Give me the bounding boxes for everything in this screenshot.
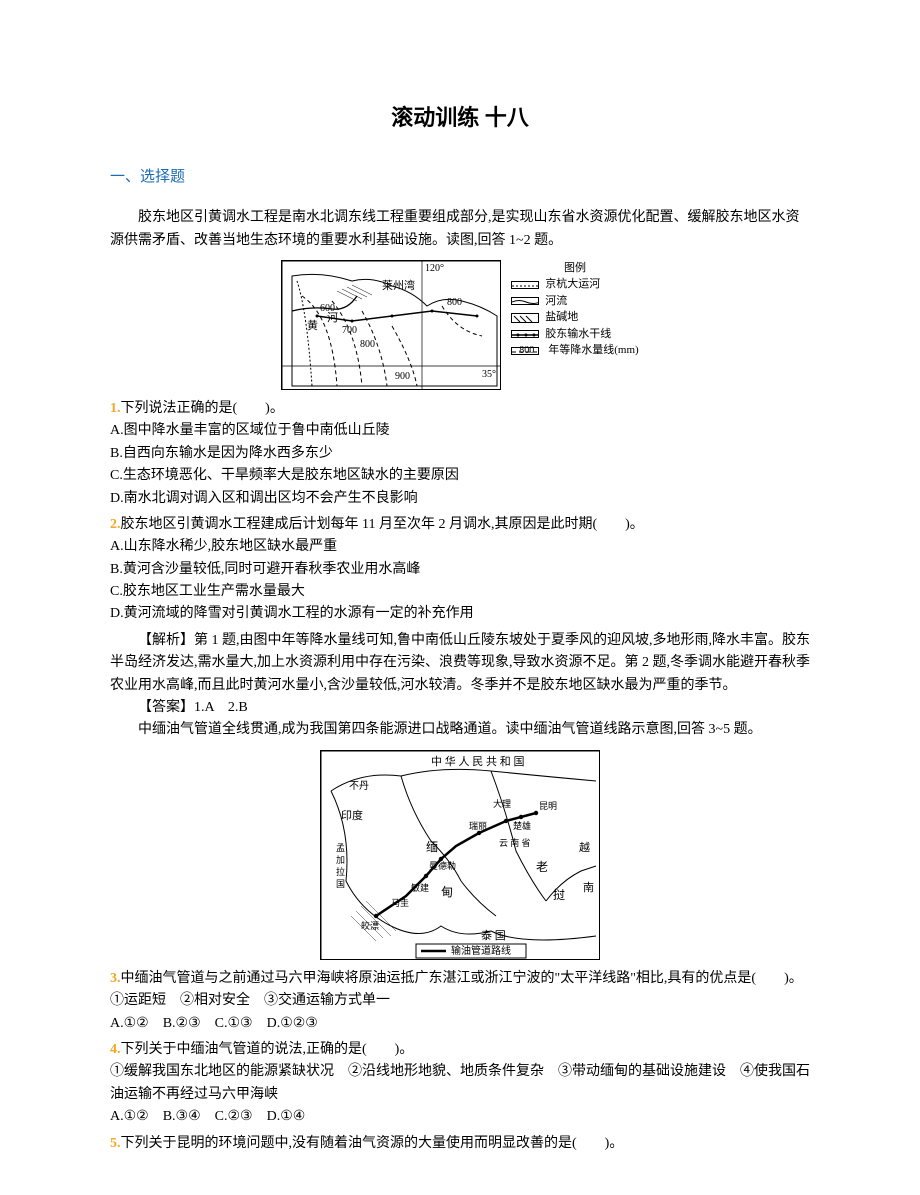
svg-text:老: 老 [536, 860, 548, 874]
svg-text:昆明: 昆明 [539, 801, 557, 811]
figure-1-legend: 图例 京杭大运河 河流 盐碱地 胶东输水干线 800 年等降水量线(mm) [511, 260, 638, 359]
question-stem: 胶东地区引黄调水工程建成后计划每年 11 月至次年 2 月调水,其原因是此时期(… [121, 517, 644, 532]
svg-text:输油管道路线: 输油管道路线 [451, 944, 511, 957]
answer-1: 【答案】1.A 2.B [110, 697, 810, 719]
svg-text:700: 700 [342, 325, 357, 336]
option-a: A.图中降水量丰富的区域位于鲁中南低山丘陵 [110, 420, 810, 442]
svg-text:800: 800 [360, 339, 375, 350]
svg-text:印度: 印度 [341, 808, 363, 822]
section-heading: 一、选择题 [110, 165, 810, 189]
legend-item: 河流 [545, 293, 567, 310]
map-china-myanmar: 中 华 人 民 共 和 国 不丹 印度 孟加拉国 缅 甸 老挝 越南 泰 国 大… [320, 750, 600, 960]
bay-label: 莱州湾 [382, 278, 415, 292]
question-4-sub: ①缓解我国东北地区的能源紧缺状况 ②沿线地形地貌、地质条件复杂 ③带动缅甸的基础… [110, 1061, 810, 1106]
question-4: 4.下列关于中缅油气管道的说法,正确的是( )。 [110, 1039, 810, 1061]
option-c: C.胶东地区工业生产需水量最大 [110, 581, 810, 603]
svg-text:马圭: 马圭 [391, 897, 409, 908]
option-d: D.南水北调对调入区和调出区均不会产生不良影响 [110, 488, 810, 510]
page-title: 滚动训练 十八 [110, 100, 810, 135]
intro-paragraph-1: 胶东地区引黄调水工程是南水北调东线工程重要组成部分,是实现山东省水资源优化配置、… [110, 207, 810, 252]
svg-text:瑞丽: 瑞丽 [469, 820, 487, 831]
svg-text:拉: 拉 [336, 866, 345, 877]
question-3-options: A.①② B.②③ C.①③ D.①②③ [110, 1013, 810, 1035]
svg-text:越: 越 [579, 840, 590, 854]
svg-text:云 南 省: 云 南 省 [499, 837, 531, 848]
option-b: B.黄河含沙量较低,同时可避开春秋季农业用水高峰 [110, 559, 810, 581]
option-b: B.自西向东输水是因为降水西多东少 [110, 443, 810, 465]
svg-text:120°: 120° [425, 263, 444, 274]
svg-text:加: 加 [336, 855, 345, 865]
legend-item: 盐碱地 [545, 309, 578, 326]
legend-title: 图例 [511, 260, 638, 277]
question-stem: 下列关于中缅油气管道的说法,正确的是( )。 [121, 1042, 414, 1057]
svg-text:黄: 黄 [307, 318, 318, 332]
legend-item: 年等降水量线(mm) [548, 342, 638, 359]
question-number: 3. [110, 971, 121, 986]
question-1: 1.下列说法正确的是( )。 [110, 398, 810, 420]
legend-item: 京杭大运河 [545, 276, 600, 293]
svg-text:甸: 甸 [441, 885, 453, 899]
question-number: 1. [110, 401, 121, 416]
question-2-options: A.山东降水稀少,胶东地区缺水最严重 B.黄河含沙量较低,同时可避开春秋季农业用… [110, 536, 810, 626]
figure-2: 中 华 人 民 共 和 国 不丹 印度 孟加拉国 缅 甸 老挝 越南 泰 国 大… [110, 750, 810, 960]
question-1-options: A.图中降水量丰富的区域位于鲁中南低山丘陵 B.自西向东输水是因为降水西多东少 … [110, 420, 810, 510]
svg-text:35°: 35° [482, 369, 496, 380]
svg-text:孟: 孟 [336, 843, 345, 853]
question-3: 3.中缅油气管道与之前通过马六甲海峡将原油运抵广东湛江或浙江宁波的"太平洋线路"… [110, 968, 810, 990]
option-d: D.黄河流域的降雪对引黄调水工程的水源有一定的补充作用 [110, 603, 810, 625]
question-stem: 中缅油气管道与之前通过马六甲海峡将原油运抵广东湛江或浙江宁波的"太平洋线路"相比… [121, 971, 803, 986]
option-c: C.生态环境恶化、干旱频率大是胶东地区缺水的主要原因 [110, 465, 810, 487]
svg-text:不丹: 不丹 [349, 780, 369, 792]
option-a: A.山东降水稀少,胶东地区缺水最严重 [110, 536, 810, 558]
svg-text:皎漂: 皎漂 [361, 920, 379, 931]
svg-text:泰 国: 泰 国 [481, 928, 506, 942]
legend-isohyet-num: 800 [519, 343, 534, 358]
svg-text:900: 900 [395, 371, 410, 382]
question-number: 2. [110, 517, 121, 532]
question-2: 2.胶东地区引黄调水工程建成后计划每年 11 月至次年 2 月调水,其原因是此时… [110, 514, 810, 536]
svg-text:800: 800 [447, 297, 462, 308]
svg-text:南: 南 [583, 881, 594, 894]
question-stem: 下列说法正确的是( )。 [121, 401, 284, 416]
svg-text:楚雄: 楚雄 [513, 820, 531, 831]
svg-text:敏建: 敏建 [411, 882, 429, 893]
svg-text:挝: 挝 [553, 888, 565, 902]
question-4-options: A.①② B.③④ C.②③ D.①④ [110, 1106, 810, 1128]
svg-text:大理: 大理 [493, 798, 511, 809]
svg-text:曼德勒: 曼德勒 [429, 860, 456, 871]
svg-text:600: 600 [320, 303, 335, 314]
svg-text:中 华 人 民 共 和 国: 中 华 人 民 共 和 国 [431, 754, 525, 768]
svg-text:缅: 缅 [426, 840, 438, 854]
question-number: 5. [110, 1136, 121, 1151]
question-number: 4. [110, 1042, 121, 1057]
question-stem: 下列关于昆明的环境问题中,没有随着油气资源的大量使用而明显改善的是( )。 [121, 1136, 624, 1151]
figure-1: 莱州湾 黄 河 600 700 800 900 800 [110, 260, 810, 390]
intro-paragraph-2: 中缅油气管道全线贯通,成为我国第四条能源进口战略通道。读中缅油气管道线路示意图,… [110, 719, 810, 741]
legend-item: 胶东输水干线 [545, 326, 611, 343]
svg-text:国: 国 [336, 879, 345, 889]
analysis-1: 【解析】第 1 题,由图中年等降水量线可知,鲁中南低山丘陵东坡处于夏季风的迎风坡… [110, 630, 810, 697]
question-3-sub: ①运距短 ②相对安全 ③交通运输方式单一 [110, 990, 810, 1012]
map-shandong: 莱州湾 黄 河 600 700 800 900 800 [281, 260, 501, 390]
question-5: 5.下列关于昆明的环境问题中,没有随着油气资源的大量使用而明显改善的是( )。 [110, 1133, 810, 1155]
